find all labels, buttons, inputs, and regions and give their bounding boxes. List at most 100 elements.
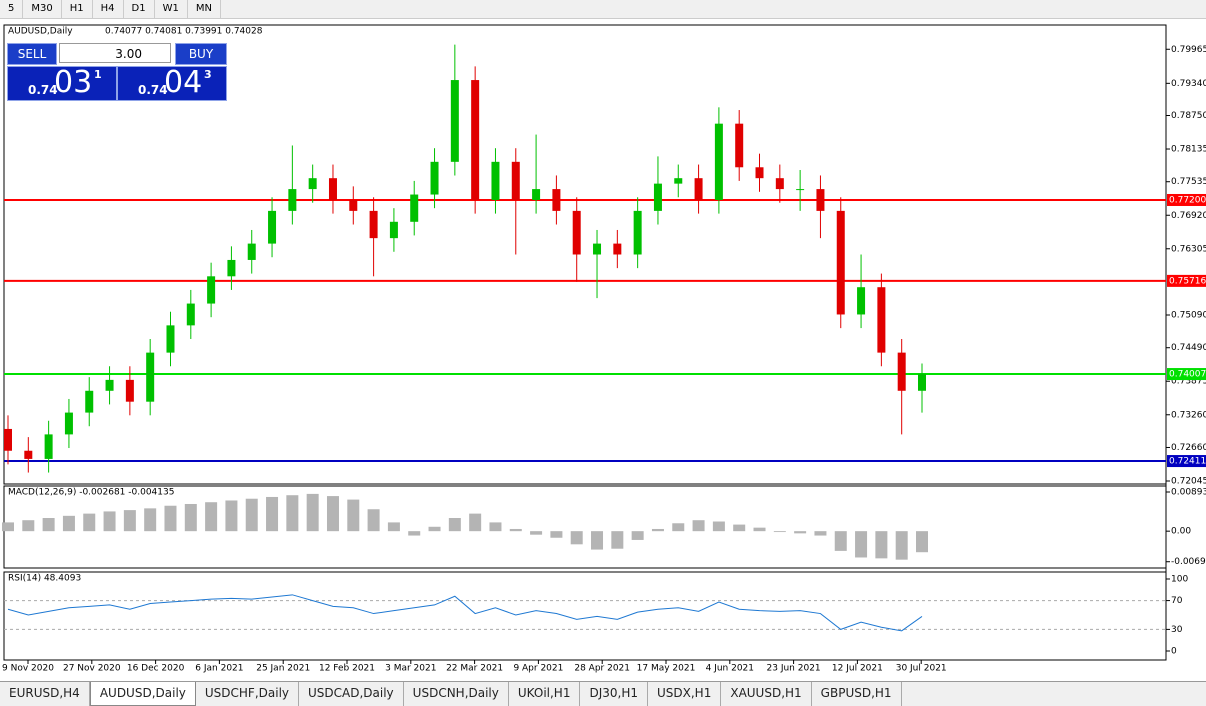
macd-bar <box>753 527 766 532</box>
buy-button[interactable]: BUY <box>175 43 227 65</box>
candle-body <box>389 221 398 239</box>
macd-bar <box>469 513 482 532</box>
y-tick-label: 0.73875 <box>1171 377 1206 387</box>
price-level-tag <box>1167 368 1206 381</box>
macd-bar <box>509 528 522 532</box>
candle-body <box>308 178 317 190</box>
x-tick-label: 23 Jun 2021 <box>767 664 821 674</box>
macd-bar <box>651 528 664 532</box>
y-tick-label: 0.78135 <box>1171 145 1206 155</box>
timeframe-button[interactable]: M30 <box>23 0 62 18</box>
chart-tab[interactable]: DJ30,H1 <box>580 682 648 706</box>
bid-pips: 03 <box>54 65 93 100</box>
y-tick-label: 0.77535 <box>1171 177 1206 187</box>
candle-body <box>166 325 175 353</box>
chart-tab[interactable]: EURUSD,H4 <box>0 682 90 706</box>
macd-bar <box>326 496 339 532</box>
candle-body <box>918 373 926 391</box>
candle-body <box>735 123 744 168</box>
lot-input[interactable]: 3.00 <box>59 43 171 63</box>
x-tick-label: 17 May 2021 <box>637 664 696 674</box>
y-tick-label: 0.76305 <box>1171 244 1206 254</box>
pane-title: RSI(14) 48.4093 <box>8 574 81 584</box>
macd-bar <box>83 513 96 532</box>
candle-body <box>105 379 114 391</box>
macd-bar <box>367 509 380 532</box>
macd-bar <box>103 511 116 532</box>
timeframe-button[interactable]: H1 <box>62 0 93 18</box>
candle-body <box>572 210 581 255</box>
x-tick-label: 9 Apr 2021 <box>513 664 563 674</box>
y-tick-label: 0.79340 <box>1171 79 1206 89</box>
candle-body <box>328 178 337 200</box>
candle-body <box>430 161 439 195</box>
macd-bar <box>22 520 35 532</box>
y-tick-label: 0.72660 <box>1171 443 1206 453</box>
chart-tab[interactable]: GBPUSD,H1 <box>812 682 902 706</box>
pane-title: MACD(12,26,9) -0.002681 -0.004135 <box>8 488 174 498</box>
x-tick-label: 16 Dec 2020 <box>127 664 185 674</box>
ask-pips: 04 <box>164 65 203 100</box>
x-tick-label: 27 Nov 2020 <box>63 664 121 674</box>
macd-bar <box>855 531 868 558</box>
candle-body <box>349 199 358 211</box>
macd-bar <box>164 505 177 532</box>
chart-tab[interactable]: USDCAD,Daily <box>299 682 404 706</box>
candle-body <box>471 80 480 200</box>
timeframe-button[interactable]: MN <box>188 0 221 18</box>
timeframe-button[interactable]: H4 <box>93 0 124 18</box>
macd-bar <box>672 523 685 532</box>
macd-bar <box>773 531 786 533</box>
macd-bar <box>489 522 502 532</box>
macd-bar <box>530 531 543 535</box>
macd-bar <box>42 518 55 532</box>
y-tick-label: -0.00697 <box>1171 557 1206 567</box>
timeframe-toolbar: 5 M30 H1 H4 D1 W1 MN <box>0 0 1206 19</box>
chart-tab[interactable]: XAUUSD,H1 <box>721 682 812 706</box>
y-tick-label: 0.75090 <box>1171 311 1206 321</box>
chart-tab[interactable]: USDCNH,Daily <box>404 682 509 706</box>
candle-body <box>4 428 12 451</box>
candle-body <box>857 287 866 315</box>
candle-body <box>64 412 73 435</box>
x-tick-label: 12 Jul 2021 <box>832 664 883 674</box>
ask-box[interactable]: 0.74 04 3 <box>117 65 227 101</box>
macd-bar <box>916 531 928 553</box>
candle-body <box>816 189 825 211</box>
chart-tab[interactable]: USDCHF,Daily <box>196 682 300 706</box>
macd-bar <box>144 508 157 532</box>
macd-bar <box>205 502 218 532</box>
x-tick-label: 3 Mar 2021 <box>385 664 436 674</box>
bid-box[interactable]: 0.74 03 1 <box>7 65 117 101</box>
y-tick-label: 0.74490 <box>1171 343 1206 353</box>
macd-bar <box>611 531 624 549</box>
candle-body <box>694 178 703 200</box>
price-level-tag <box>1167 274 1206 287</box>
bid-prefix: 0.74 <box>28 83 58 97</box>
price-level-label: 0.75716 <box>1169 276 1206 286</box>
candle-body <box>125 379 134 402</box>
macd-bar <box>266 496 279 532</box>
chart-tab[interactable]: AUDUSD,Daily <box>89 682 196 706</box>
chart-tab[interactable]: USDX,H1 <box>648 682 722 706</box>
macd-bar <box>794 531 807 534</box>
y-tick-label: 0.73260 <box>1171 410 1206 420</box>
bid-point: 1 <box>94 68 102 81</box>
timeframe-button[interactable]: D1 <box>124 0 155 18</box>
y-tick-label: 0.76920 <box>1171 211 1206 221</box>
candle-body <box>613 243 622 255</box>
candle-body <box>836 210 845 315</box>
pane-frame <box>3 485 1167 569</box>
macd-bar <box>814 531 827 536</box>
timeframe-button[interactable]: 5 <box>0 0 24 18</box>
macd-bar <box>733 524 746 532</box>
y-tick-label: 0 <box>1171 646 1177 656</box>
x-tick-label: 4 Jun 2021 <box>706 664 754 674</box>
macd-bar <box>692 520 705 532</box>
timeframe-button[interactable]: W1 <box>155 0 188 18</box>
price-level-tag <box>1167 455 1206 468</box>
candle-body <box>674 178 683 184</box>
sell-button[interactable]: SELL <box>7 43 57 65</box>
chart-tab[interactable]: UKOil,H1 <box>509 682 581 706</box>
